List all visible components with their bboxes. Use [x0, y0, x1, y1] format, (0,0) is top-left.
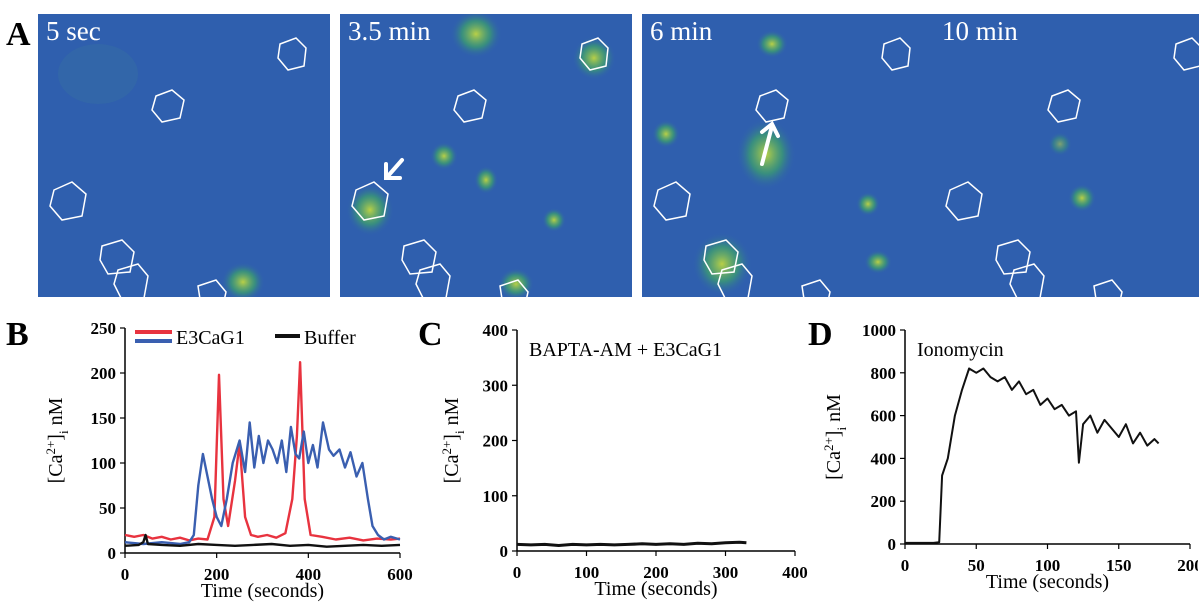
series-line-0 [124, 361, 401, 542]
x-tick-label: 200 [204, 565, 230, 584]
y-tick-label: 0 [888, 535, 897, 554]
y-axis-label: [Ca2+]i nM [439, 397, 467, 483]
x-tick-label: 400 [296, 565, 322, 584]
timepoint-label: 5 sec [46, 16, 101, 46]
x-tick-label: 600 [387, 565, 413, 584]
x-tick-label: 150 [1106, 556, 1132, 575]
y-tick-label: 0 [108, 544, 117, 563]
timepoint-label: 10 min [942, 16, 1018, 46]
y-tick-label: 600 [871, 407, 897, 426]
micrograph-image [38, 14, 330, 297]
chart-b: 0 50 100 150 200 250 0 200 400 600 Time (seconds) [… [43, 319, 413, 602]
x-tick-label: 0 [121, 565, 130, 584]
micrograph-3-5min: 3.5 min [340, 14, 632, 297]
y-tick-label: 200 [483, 432, 509, 451]
x-tick-label: 100 [574, 563, 600, 582]
chart-c: 0 100 200 300 400 0 100 200 300 400 Time (seconds)… [439, 321, 808, 600]
y-tick-label: 400 [871, 449, 897, 468]
legend-label: E3CaG1 [176, 327, 245, 349]
y-axis-label: [Ca2+]i nM [821, 394, 849, 480]
y-tick-label: 200 [871, 492, 897, 511]
chart-d: 0 200 400 600 800 1000 0 50 100 150 200 Time (secon… [821, 321, 1198, 593]
x-axis-label: Time (seconds) [594, 578, 717, 600]
y-tick-label: 150 [91, 409, 117, 428]
y-tick-label: 250 [91, 319, 117, 338]
x-tick-label: 200 [643, 563, 669, 582]
micrograph-10min: 10 min [934, 14, 1199, 297]
timepoint-label: 3.5 min [348, 16, 431, 46]
y-axis-label: [Ca2+]i nM [43, 397, 71, 483]
legend-label: Buffer [304, 327, 356, 349]
panel-letter-b: B [6, 316, 29, 353]
x-tick-label: 100 [1035, 556, 1061, 575]
chart-title: Ionomycin [917, 339, 1004, 361]
y-tick-label: 1000 [862, 321, 896, 340]
micrograph-6min: 6 min [642, 14, 934, 297]
y-tick-label: 400 [483, 321, 509, 340]
x-tick-label: 0 [901, 556, 910, 575]
y-tick-label: 100 [91, 454, 117, 473]
series-line-1 [124, 421, 401, 546]
x-tick-label: 50 [968, 556, 985, 575]
y-tick-label: 0 [500, 542, 509, 561]
series-line-0 [516, 540, 747, 547]
chart-title: BAPTA-AM + E3CaG1 [529, 339, 722, 361]
panel-letter-c: C [418, 316, 443, 353]
arrow-icon [384, 158, 404, 180]
micrograph-image [340, 14, 632, 297]
y-tick-label: 200 [91, 364, 117, 383]
y-tick-label: 800 [871, 364, 897, 383]
y-tick-label: 300 [483, 376, 509, 395]
x-tick-label: 200 [1177, 556, 1198, 575]
panel-letter-d: D [808, 316, 833, 353]
micrograph-5sec: 5 sec [38, 14, 330, 297]
series-line-buffer [124, 533, 401, 548]
x-axis-label: Time (seconds) [986, 571, 1109, 593]
arrow-icon [760, 120, 780, 166]
series-line-0 [905, 367, 1160, 544]
x-tick-label: 400 [782, 563, 808, 582]
x-tick-label: 0 [513, 563, 522, 582]
micrograph-image [642, 14, 934, 297]
micrograph-image [934, 14, 1199, 297]
y-tick-label: 100 [483, 487, 509, 506]
y-tick-label: 50 [99, 499, 116, 518]
x-axis-label: Time (seconds) [201, 580, 324, 602]
panel-letter-a: A [6, 16, 31, 53]
timepoint-label: 6 min [650, 16, 713, 46]
x-tick-label: 300 [713, 563, 739, 582]
